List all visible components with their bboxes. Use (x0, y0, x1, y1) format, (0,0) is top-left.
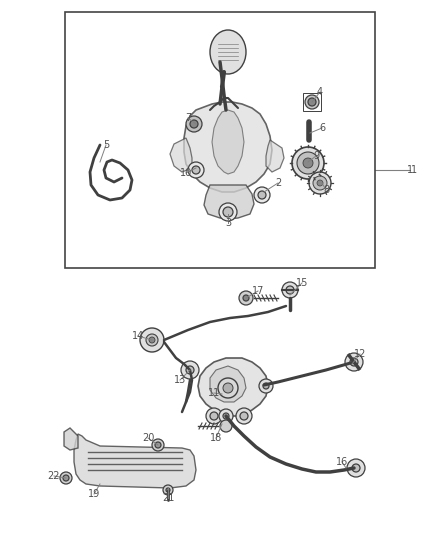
Circle shape (263, 383, 269, 389)
Circle shape (155, 442, 161, 448)
Text: 22: 22 (48, 471, 60, 481)
Polygon shape (210, 366, 246, 402)
Text: 19: 19 (88, 489, 100, 499)
Circle shape (292, 147, 324, 179)
Text: 11: 11 (208, 388, 220, 398)
Text: 1: 1 (407, 165, 413, 175)
Circle shape (140, 328, 164, 352)
Circle shape (163, 485, 173, 495)
Text: 15: 15 (296, 278, 308, 288)
Circle shape (317, 180, 323, 186)
Text: 10: 10 (180, 168, 192, 178)
Circle shape (218, 378, 238, 398)
Text: 12: 12 (354, 349, 366, 359)
Text: 16: 16 (336, 457, 348, 467)
Circle shape (347, 459, 365, 477)
Polygon shape (74, 434, 196, 488)
Polygon shape (204, 185, 254, 219)
Text: 8: 8 (323, 185, 329, 195)
Circle shape (345, 353, 363, 371)
Circle shape (303, 158, 313, 168)
Text: 7: 7 (185, 113, 191, 123)
Polygon shape (266, 140, 284, 172)
Circle shape (186, 116, 202, 132)
Circle shape (210, 412, 218, 420)
Circle shape (258, 191, 266, 199)
Circle shape (186, 366, 194, 374)
Text: 17: 17 (252, 286, 264, 296)
Circle shape (240, 412, 248, 420)
Circle shape (239, 291, 253, 305)
Circle shape (350, 358, 358, 366)
Circle shape (352, 464, 360, 472)
Circle shape (308, 98, 316, 106)
Circle shape (190, 120, 198, 128)
Text: 20: 20 (142, 433, 154, 443)
Circle shape (220, 420, 232, 432)
Circle shape (188, 162, 204, 178)
Circle shape (60, 472, 72, 484)
Circle shape (282, 282, 298, 298)
Polygon shape (212, 110, 244, 174)
Circle shape (192, 166, 200, 174)
Text: 21: 21 (162, 493, 174, 503)
Text: 13: 13 (174, 375, 186, 385)
Circle shape (181, 361, 199, 379)
Circle shape (146, 334, 158, 346)
Text: 2: 2 (275, 178, 281, 188)
Circle shape (149, 337, 155, 343)
Circle shape (223, 413, 229, 419)
Circle shape (223, 207, 233, 217)
Text: 18: 18 (210, 433, 222, 443)
Circle shape (309, 172, 331, 194)
Circle shape (219, 409, 233, 423)
Circle shape (206, 408, 222, 424)
Circle shape (243, 295, 249, 301)
Polygon shape (184, 102, 272, 192)
Text: 5: 5 (103, 140, 109, 150)
Circle shape (286, 286, 294, 294)
Text: 1: 1 (411, 165, 417, 175)
Polygon shape (64, 428, 78, 450)
Polygon shape (198, 358, 268, 416)
Circle shape (166, 488, 170, 492)
Text: 14: 14 (132, 331, 144, 341)
Bar (303, 93, 321, 111)
Circle shape (259, 379, 273, 393)
Text: 9: 9 (313, 151, 319, 161)
Ellipse shape (210, 30, 246, 74)
Circle shape (297, 152, 319, 174)
Circle shape (313, 176, 327, 190)
Circle shape (223, 383, 233, 393)
Circle shape (152, 439, 164, 451)
Text: 6: 6 (319, 123, 325, 133)
Circle shape (305, 95, 319, 109)
Circle shape (219, 203, 237, 221)
Text: 4: 4 (317, 87, 323, 97)
Circle shape (63, 475, 69, 481)
Polygon shape (170, 138, 192, 172)
Bar (65, 12, 375, 268)
Circle shape (236, 408, 252, 424)
Circle shape (254, 187, 270, 203)
Text: 3: 3 (225, 218, 231, 228)
